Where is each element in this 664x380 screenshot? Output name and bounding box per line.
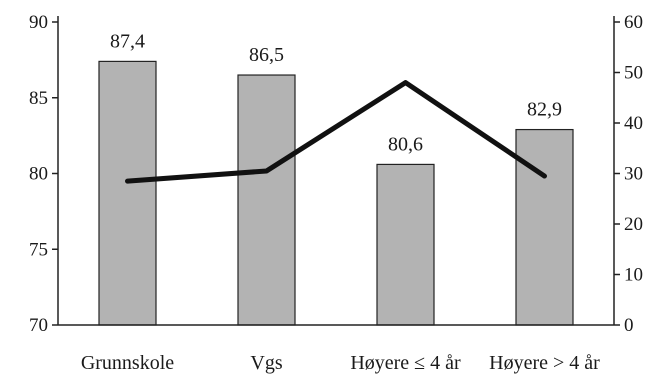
right-tick-label-10: 10	[624, 265, 643, 286]
line-layer	[125, 80, 547, 184]
category-label-3: Høyere ≤ 4 år	[350, 352, 461, 374]
left-tick-label-70: 70	[29, 315, 48, 336]
right-tick-label-20: 20	[624, 214, 643, 235]
bar-2	[237, 74, 296, 326]
data-label-2: 86,5	[249, 44, 284, 66]
category-label-4: Høyere > 4 år	[489, 352, 600, 374]
bar-3	[376, 163, 435, 326]
data-label-1: 87,4	[110, 30, 145, 52]
right-tick-label-30: 30	[624, 164, 643, 185]
left-tick-label-75: 75	[29, 239, 48, 260]
left-tick-label-85: 85	[29, 88, 48, 109]
bars-layer	[98, 60, 574, 326]
data-labels-layer: 87,4 86,5 80,6 82,9	[110, 30, 562, 155]
right-tick-label-40: 40	[624, 113, 643, 134]
data-label-4: 82,9	[527, 99, 562, 121]
category-label-2: Vgs	[250, 352, 282, 374]
category-label-1: Grunnskole	[81, 352, 174, 374]
line-series	[125, 80, 547, 184]
bar-1	[98, 60, 157, 326]
right-tick-label-0: 0	[624, 315, 634, 336]
left-tick-label-80: 80	[29, 164, 48, 185]
bar-4	[515, 128, 574, 326]
axes-layer: 70 75 80 85 90 0 10 20 30 40 50 60 Grunnskole Vgs Høye…	[29, 12, 643, 374]
right-tick-label-50: 50	[624, 63, 643, 84]
left-tick-label-90: 90	[29, 12, 48, 33]
data-label-3: 80,6	[388, 133, 423, 155]
right-tick-label-60: 60	[624, 12, 643, 33]
